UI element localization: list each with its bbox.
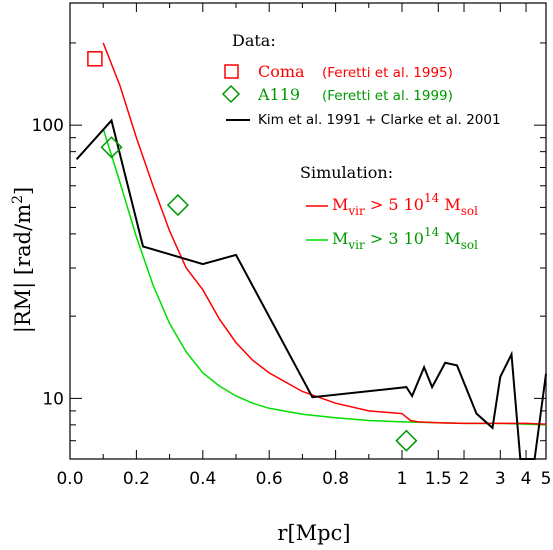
x-tick-label: 0.4 [189,469,216,489]
x-axis-title: r[Mpc] [277,521,350,545]
legend-coma-marker [224,64,239,79]
legend: Data: Coma (Feretti et al. 1995) A119 (F… [221,31,501,252]
legend-sim3-label: Mvir > 3 1014 Msol [332,225,478,252]
legend-coma-ref: (Feretti et al. 1995) [322,65,453,81]
x-tick-label: 0.0 [56,469,83,489]
legend-sim5-label: Mvir > 5 1014 Msol [332,191,478,218]
y-tick-label: 10 [42,389,64,409]
legend-sim3-sol: sol [461,238,478,252]
legend-sim5-sol: sol [461,204,478,218]
legend-sim5-m: M [332,195,348,214]
legend-kim-label: Kim et al. 1991 + Clarke et al. 2001 [258,112,501,128]
series-a119-point [100,136,123,159]
x-tick-label: 0.2 [123,469,150,489]
y-tick-label: 100 [32,116,64,136]
y-axis-title-end: ] [11,187,35,195]
series-coma-point [87,51,103,67]
legend-sim5-exp: 14 [424,191,440,205]
y-axis-title-sup: 2 [10,195,26,204]
y-axis-title: |RM| [rad/m2] [10,187,36,333]
legend-sim3-m: M [332,229,348,248]
legend-sim5-vir: vir [347,204,365,218]
legend-sim3-vir: vir [347,238,365,252]
x-tick-label: 1 [397,469,408,489]
legend-sim5-mid: > 5 10 [365,195,424,214]
series-a119-point [395,429,418,452]
y-axis-title-main: |RM| [rad/m [11,204,36,333]
x-tick-label: 0.8 [322,469,349,489]
legend-data-heading: Data: [232,31,276,50]
series-layer [75,42,547,460]
series-a119-point [166,194,189,217]
legend-sim3-exp: 14 [424,225,440,239]
legend-sim3-m2: M [439,229,460,248]
legend-sim3-mid: > 3 10 [365,229,424,248]
legend-sim-heading: Simulation: [300,163,393,182]
series-kim-line [75,118,547,460]
x-tick-label: 2 [459,469,470,489]
x-tick-label: 3 [495,469,506,489]
series-sim5-line [102,42,547,425]
x-tick-label: 5 [541,469,552,489]
legend-a119-ref: (Feretti et al. 1999) [322,88,453,104]
x-tick-label: 0.6 [256,469,283,489]
axis-tick-labels: 0.0 0.2 0.4 0.6 0.8 1 1.5 2 3 4 5 10 100 [32,116,552,489]
legend-coma-name: Coma [258,62,305,81]
axis-ticks [69,3,547,460]
plot-frame [69,2,547,460]
x-tick-label: 4 [521,469,532,489]
x-tick-label: 1.5 [425,469,452,489]
legend-a119-marker [221,84,241,104]
legend-sim5-m2: M [439,195,460,214]
legend-a119-name: A119 [257,85,300,104]
